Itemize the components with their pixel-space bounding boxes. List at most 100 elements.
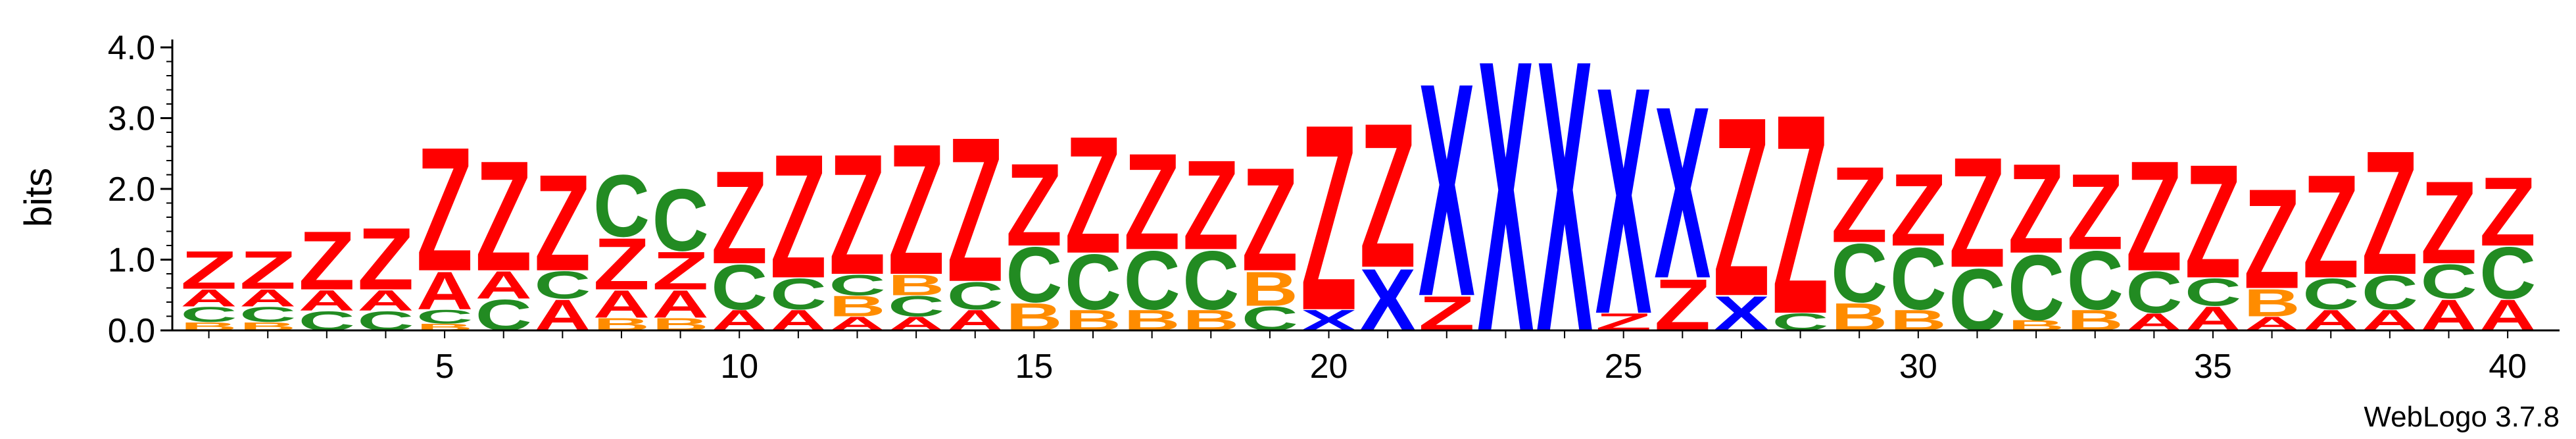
logo-letter-glyph: Z <box>1890 152 1947 267</box>
logo-letter-glyph: X <box>1536 0 1593 413</box>
logo-letter-glyph: B <box>2244 281 2300 325</box>
logo-letter-z: Z <box>829 119 885 311</box>
logo-letter-z: Z <box>2362 115 2418 312</box>
logo-letter-glyph: Z <box>1124 126 1180 279</box>
logo-letter-glyph: Z <box>1713 64 1770 349</box>
x-tick-label: 10 <box>720 348 758 386</box>
logo-letter-c: C <box>1890 229 1947 328</box>
logo-letter-glyph: C <box>239 302 296 326</box>
logo-letter-glyph: Z <box>2008 138 2064 280</box>
logo-letter-a: A <box>299 284 355 317</box>
logo-letter-x: X <box>1595 18 1653 381</box>
logo-letter-z: Z <box>1359 80 1416 311</box>
logo-letter-c: C <box>534 263 591 307</box>
logo-letter-c: C <box>1065 239 1121 326</box>
logo-letter-glyph: C <box>1890 229 1947 328</box>
logo-letter-x: X <box>1419 19 1476 360</box>
logo-letter-z: Z <box>299 214 355 307</box>
logo-letter-glyph: Z <box>2185 132 2241 313</box>
logo-letter-z: Z <box>1006 140 1062 271</box>
logo-letter-glyph: Z <box>1301 70 1357 366</box>
logo-letter-z: Z <box>1831 145 1887 265</box>
logo-letter-glyph: Z <box>475 129 532 305</box>
logo-letter-c: C <box>2185 271 2241 315</box>
logo-letter-glyph: Z <box>770 118 827 316</box>
logo-letter-glyph: A <box>475 263 532 307</box>
logo-letter-z: Z <box>1124 126 1180 279</box>
logo-letter-c: C <box>2067 234 2124 327</box>
logo-letter-z: Z <box>534 147 591 300</box>
logo-letter-glyph: Z <box>888 106 944 315</box>
logo-letter-glyph: Z <box>1949 125 2005 301</box>
logo-letter-glyph: A <box>299 284 355 317</box>
logo-letter-c: C <box>239 302 296 326</box>
logo-letter-c: C <box>711 251 767 323</box>
logo-letter-glyph: C <box>2420 255 2477 309</box>
logo-letter-glyph: Z <box>1831 145 1887 265</box>
logo-letter-c: C <box>1124 234 1180 327</box>
logo-letter-glyph: Z <box>1006 140 1062 271</box>
logo-letter-glyph: Z <box>1242 138 1298 303</box>
x-ticks: 5 10 15 20 25 30 35 40 <box>208 330 2527 386</box>
logo-letter-a: A <box>181 284 237 312</box>
logo-letter-glyph: C <box>1831 227 1887 321</box>
logo-letter-c: C <box>416 306 473 328</box>
logo-letter-a: A <box>475 263 532 307</box>
logo-letter-glyph: C <box>2067 234 2124 327</box>
logo-letter-glyph: C <box>652 170 709 269</box>
logo-letter-glyph: Z <box>534 147 591 300</box>
logo-letter-z: Z <box>2479 157 2536 267</box>
x-tick-label: 20 <box>1310 348 1348 386</box>
x-tick-label: 30 <box>1899 348 1937 386</box>
x-tick-label: 25 <box>1605 348 1643 386</box>
logo-letter-c: C <box>947 274 1004 318</box>
logo-letter-z: Z <box>2302 145 2359 309</box>
logo-letter-glyph: C <box>888 290 944 323</box>
logo-letter-glyph: Z <box>2126 129 2182 305</box>
logo-letter-glyph: Z <box>1359 80 1416 311</box>
logo-letter-glyph: C <box>416 306 473 328</box>
logo-letter-c: C <box>2479 232 2536 315</box>
logo-letter-glyph: A <box>357 284 414 317</box>
logo-letter-z: Z <box>475 129 532 305</box>
logo-letter-glyph: A <box>416 260 473 321</box>
logo-letter-z: Z <box>1949 125 2005 301</box>
logo-letter-glyph: C <box>2126 260 2182 326</box>
logo-letter-b: B <box>2244 281 2300 325</box>
x-tick-label: 15 <box>1015 348 1053 386</box>
logo-letter-z: Z <box>1242 138 1298 303</box>
logo-letter-glyph: Z <box>299 214 355 307</box>
x-tick-label: 40 <box>2489 348 2527 386</box>
logo-letter-glyph: Z <box>1772 55 1829 374</box>
logo-letter-z: Z <box>1065 102 1121 289</box>
logo-letter-glyph: B <box>888 269 944 301</box>
logo-letter-glyph: C <box>181 302 237 326</box>
logo-letter-x: X <box>1654 55 1711 330</box>
logo-letter-z: Z <box>2067 152 2124 272</box>
logo-letter-glyph: Z <box>416 111 473 309</box>
logo-letter-glyph: X <box>1477 0 1534 413</box>
logo-letter-glyph: C <box>1182 234 1239 327</box>
logo-letter-glyph: Z <box>239 240 296 300</box>
logo-letter-z: Z <box>593 222 650 305</box>
logo-letter-glyph: C <box>770 269 827 319</box>
y-tick-label: 2.0 <box>108 170 155 209</box>
logo-letter-z: Z <box>947 95 1004 325</box>
logo-letter-z: Z <box>2244 160 2300 319</box>
logo-letter-x: X <box>1536 0 1593 413</box>
logo-letter-glyph: Z <box>2420 157 2477 289</box>
logo-letter-glyph: Z <box>357 209 414 308</box>
logo-letter-c: C <box>652 170 709 269</box>
logo-letter-c: C <box>1831 227 1887 321</box>
letter-stacks: BCAZBCAZCAZCAZBCAZCAZACZBAZCBAZCACZACZAB… <box>181 0 2537 413</box>
logo-letter-glyph: C <box>2008 235 2064 340</box>
logo-letter-glyph: Z <box>2479 157 2536 267</box>
logo-letter-z: Z <box>888 106 944 315</box>
logo-letter-c: C <box>593 156 650 255</box>
logo-letter-z: Z <box>2008 138 2064 280</box>
logo-letter-glyph: C <box>2479 232 2536 315</box>
logo-letter-z: Z <box>181 240 237 300</box>
logo-letter-glyph: B <box>829 290 885 323</box>
logo-letter-glyph: Z <box>652 240 709 301</box>
